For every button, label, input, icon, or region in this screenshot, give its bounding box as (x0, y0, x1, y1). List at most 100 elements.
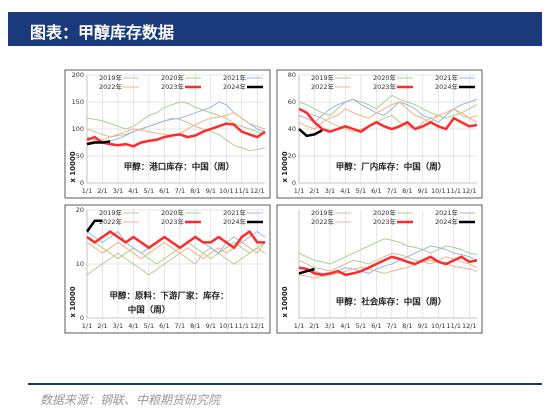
x-tick-label: 12/1 (462, 322, 477, 330)
y-tick-label: 0 (80, 314, 84, 322)
x-tick-label: 2/1 (97, 322, 107, 330)
x-tick-label: 11/1 (234, 322, 249, 330)
series-line (298, 267, 315, 275)
legend-label: 2023年 (373, 82, 397, 91)
y-tick-label: 0 (292, 179, 296, 187)
x-tick-label: 3/1 (113, 187, 123, 195)
legend-label: 2023年 (373, 217, 397, 226)
x-tick-label: 10/1 (431, 187, 446, 195)
header-bar: 图表：甲醇库存数据 (8, 12, 542, 46)
x-tick-label: 8/1 (190, 322, 200, 330)
y-tick-label: 0 (80, 179, 84, 187)
x-tick-label: 2/1 (97, 187, 107, 195)
x-tick-label: 3/1 (325, 322, 335, 330)
series-line (298, 101, 478, 130)
legend-label: 2020年 (373, 208, 397, 217)
x-tick-label: 7/1 (175, 187, 185, 195)
legend-label: 2022年 (99, 82, 123, 91)
x-tick-label: 1/1 (294, 322, 304, 330)
legend-label: 2023年 (161, 82, 185, 91)
x-tick-label: 12/1 (250, 322, 265, 330)
y-tick-label: 200 (72, 71, 84, 79)
footer-rule (28, 383, 542, 385)
y-axis-label: x 10000 (281, 151, 289, 182)
legend-label: 2022年 (311, 82, 335, 91)
y-tick-label: 150 (72, 98, 84, 106)
x-tick-label: 12/1 (250, 187, 265, 195)
y-tick-label: 20 (288, 152, 296, 160)
x-tick-label: 5/1 (356, 322, 366, 330)
series-line (298, 255, 478, 277)
y-tick-label: 40 (288, 125, 296, 133)
panel-border (276, 204, 483, 334)
x-tick-label: 11/1 (446, 187, 461, 195)
legend-label: 2021年 (435, 73, 459, 82)
x-tick-label: 6/1 (371, 187, 381, 195)
series-line (86, 229, 265, 250)
annotation: 甲醇：社会库存：中国（周） (336, 297, 447, 308)
series-line (298, 252, 478, 272)
x-tick-label: 9/1 (206, 187, 216, 195)
x-tick-label: 7/1 (175, 322, 185, 330)
y-axis-label: x 10000 (69, 151, 77, 182)
legend-label: 2020年 (373, 73, 397, 82)
x-tick-label: 11/1 (234, 187, 249, 195)
x-tick-label: 4/1 (340, 187, 350, 195)
x-tick-label: 3/1 (113, 322, 123, 330)
y-tick-label: 50 (76, 152, 84, 160)
x-tick-label: 2/1 (309, 322, 319, 330)
legend-label: 2021年 (223, 208, 247, 217)
legend-label: 2022年 (99, 217, 123, 226)
legend-label: 2024年 (435, 82, 459, 91)
series-line (86, 122, 266, 148)
legend-label: 2020年 (161, 208, 185, 217)
panel-border (64, 204, 271, 334)
x-tick-label: 6/1 (159, 187, 169, 195)
x-tick-label: 1/1 (82, 322, 92, 330)
series-line (298, 107, 478, 134)
legend-label: 2019年 (311, 208, 335, 217)
x-tick-label: 4/1 (340, 322, 350, 330)
legend-label: 2019年 (99, 208, 123, 217)
header-title: 图表：甲醇库存数据 (30, 23, 175, 42)
x-tick-label: 6/1 (159, 322, 169, 330)
x-tick-label: 12/1 (462, 187, 477, 195)
annotation: 甲醇：厂内库存：中国（周） (336, 162, 447, 173)
x-tick-label: 5/1 (356, 187, 366, 195)
y-tick-label: 80 (288, 71, 296, 79)
series-line (86, 247, 266, 276)
y-axis-label: x 10000 (281, 286, 289, 317)
x-tick-label: 8/1 (402, 187, 412, 195)
series-line (298, 128, 323, 138)
annotation: 甲醇：港口库存：中国（周） (124, 162, 235, 173)
x-tick-label: 4/1 (128, 322, 138, 330)
annotation: 甲醇：原料：下游厂家：库存： (109, 291, 228, 302)
x-tick-label: 1/1 (82, 187, 92, 195)
x-tick-label: 5/1 (144, 187, 154, 195)
legend-label: 2022年 (311, 217, 335, 226)
y-tick-label: 10 (76, 260, 84, 268)
legend-label: 2021年 (435, 208, 459, 217)
x-tick-label: 10/1 (431, 322, 446, 330)
x-tick-label: 1/1 (294, 187, 304, 195)
series-line (86, 140, 111, 146)
x-tick-label: 4/1 (128, 187, 138, 195)
x-tick-label: 2/1 (309, 187, 319, 195)
legend-label: 2021年 (223, 73, 247, 82)
x-tick-label: 9/1 (418, 322, 428, 330)
x-tick-label: 10/1 (219, 322, 234, 330)
x-tick-label: 7/1 (387, 322, 397, 330)
y-axis-label: x 10000 (69, 286, 77, 317)
panel-border (276, 69, 483, 199)
x-tick-label: 10/1 (219, 187, 234, 195)
y-tick-label: 60 (288, 98, 296, 106)
legend-label: 2024年 (223, 217, 247, 226)
x-tick-label: 8/1 (402, 322, 412, 330)
series-line (298, 238, 478, 265)
legend-label: 2023年 (161, 217, 185, 226)
x-tick-label: 6/1 (371, 322, 381, 330)
x-tick-label: 9/1 (206, 322, 216, 330)
x-tick-label: 11/1 (446, 322, 461, 330)
